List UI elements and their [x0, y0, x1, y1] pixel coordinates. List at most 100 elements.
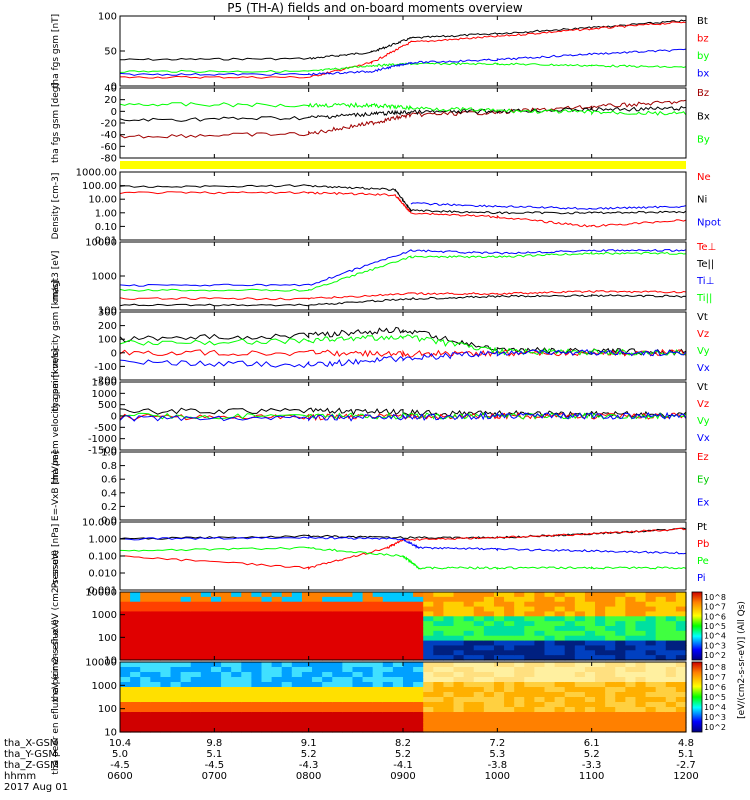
heatmap-cell: [372, 621, 384, 627]
heatmap-cell: [645, 672, 657, 678]
heatmap-cell: [534, 697, 546, 703]
heatmap-cell: [312, 645, 323, 651]
heatmap-cell: [342, 655, 354, 661]
heatmap-cell: [190, 667, 202, 673]
heatmap-cell: [534, 592, 546, 598]
footer-row-label: tha_X-GSM: [4, 738, 59, 749]
heatmap-cell: [271, 707, 283, 713]
legend-entry: Ex: [697, 497, 709, 508]
heatmap-cell: [241, 687, 252, 693]
heatmap-cell: [301, 611, 313, 617]
heatmap-cell: [120, 727, 131, 733]
heatmap-cell: [635, 640, 647, 647]
heatmap-cell: [635, 707, 647, 713]
legend-entry: Vz: [697, 399, 709, 410]
heatmap-cell: [413, 630, 424, 637]
heatmap-cell: [251, 635, 263, 642]
heatmap-cell: [403, 722, 414, 728]
heatmap-cell: [221, 672, 232, 678]
heatmap-cell: [645, 702, 657, 708]
heatmap-cell: [190, 707, 202, 713]
heatmap-cell: [372, 717, 384, 723]
heatmap-cell: [281, 692, 293, 698]
heatmap-cell: [443, 662, 455, 668]
heatmap-cell: [352, 596, 364, 603]
heatmap-cell: [615, 727, 626, 733]
heatmap-cell: [443, 702, 455, 708]
heatmap-cell: [170, 635, 182, 642]
heatmap-cell: [524, 630, 535, 637]
heatmap-cell: [231, 677, 242, 683]
heatmap-cell: [382, 596, 394, 603]
heatmap-cell: [210, 692, 222, 698]
heatmap-cell: [120, 662, 131, 668]
heatmap-cell: [180, 682, 192, 688]
heatmap-cell: [524, 626, 535, 632]
heatmap-cell: [584, 655, 596, 661]
heatmap-cell: [332, 722, 343, 728]
legend-entry: Ti⊥: [696, 276, 714, 287]
heatmap-cell: [271, 611, 283, 617]
heatmap-cell: [130, 727, 141, 733]
heatmap-cell: [584, 677, 596, 683]
heatmap-cell: [170, 596, 182, 603]
heatmap-cell: [342, 672, 354, 678]
heatmap-cell: [595, 601, 606, 608]
heatmap-cell: [605, 596, 616, 603]
y-tick-label: 100: [98, 633, 117, 644]
heatmap-cell: [514, 650, 525, 656]
heatmap-cell: [200, 667, 212, 673]
footer-value: 5.1: [206, 749, 223, 760]
heatmap-cell: [382, 677, 394, 683]
heatmap-cell: [443, 640, 455, 647]
heatmap-cell: [595, 640, 606, 647]
heatmap-cell: [160, 630, 172, 637]
heatmap-cell: [261, 667, 273, 673]
heatmap-cell: [322, 592, 333, 598]
heatmap-cell: [433, 692, 445, 698]
heatmap-cell: [352, 635, 364, 642]
heatmap-cell: [342, 630, 354, 637]
heatmap-cell: [281, 640, 293, 647]
heatmap-cell: [241, 650, 252, 656]
heatmap-cell: [332, 626, 343, 632]
heatmap-cell: [433, 682, 445, 688]
heatmap-cell: [595, 717, 606, 723]
heatmap-cell: [160, 697, 172, 703]
heatmap-cell: [251, 616, 263, 622]
heatmap-cell: [453, 682, 465, 688]
heatmap-cell: [655, 682, 667, 688]
heatmap-cell: [433, 702, 445, 708]
y-tick-label: 0.8: [101, 461, 117, 472]
heatmap-cell: [352, 662, 364, 668]
heatmap-cell: [291, 621, 303, 627]
heatmap-cell: [483, 645, 495, 651]
heatmap-cell: [120, 712, 131, 718]
heatmap-cell: [443, 677, 455, 683]
heatmap-cell: [595, 655, 606, 661]
y-tick-label: -80: [101, 154, 117, 165]
heatmap-cell: [231, 727, 242, 733]
heatmap-cell: [615, 717, 626, 723]
heatmap-cell: [554, 667, 566, 673]
heatmap-cell: [473, 630, 485, 637]
heatmap-cell: [423, 630, 434, 637]
heatmap-cell: [392, 682, 404, 688]
heatmap-cell: [180, 606, 192, 613]
heatmap-cell: [403, 687, 414, 693]
heatmap-cell: [524, 611, 535, 617]
heatmap-cell: [241, 672, 252, 678]
heatmap-cell: [665, 596, 677, 603]
heatmap-cell: [210, 707, 222, 713]
series-By: [119, 101, 687, 116]
heatmap-cell: [312, 717, 323, 723]
heatmap-cell: [271, 672, 283, 678]
heatmap-cell: [564, 717, 576, 723]
heatmap-cell: [564, 611, 576, 617]
heatmap-cell: [261, 707, 273, 713]
heatmap-cell: [544, 677, 556, 683]
heatmap-cell: [251, 630, 263, 637]
heatmap-cell: [584, 687, 596, 693]
heatmap-cell: [423, 650, 434, 656]
heatmap-cell: [504, 640, 515, 647]
